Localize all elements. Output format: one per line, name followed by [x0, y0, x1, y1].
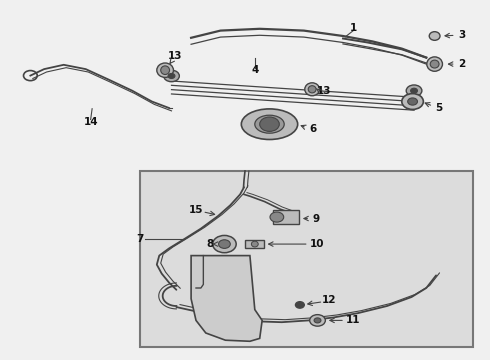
- Ellipse shape: [429, 32, 440, 40]
- Text: 6: 6: [309, 123, 316, 134]
- Text: 12: 12: [322, 294, 337, 305]
- Bar: [245, 240, 264, 248]
- Ellipse shape: [242, 109, 298, 140]
- Ellipse shape: [305, 83, 319, 96]
- Ellipse shape: [251, 241, 258, 247]
- Text: 2: 2: [458, 59, 465, 69]
- Circle shape: [295, 302, 304, 308]
- Text: 9: 9: [313, 213, 319, 224]
- Ellipse shape: [430, 60, 439, 68]
- Circle shape: [270, 212, 284, 222]
- Circle shape: [408, 98, 417, 105]
- Circle shape: [314, 318, 321, 323]
- Ellipse shape: [427, 57, 442, 71]
- Text: 4: 4: [251, 65, 259, 75]
- Ellipse shape: [161, 66, 170, 75]
- Circle shape: [402, 94, 423, 109]
- Circle shape: [406, 85, 422, 96]
- Text: 1: 1: [350, 23, 357, 33]
- Bar: [140, 171, 473, 347]
- Ellipse shape: [255, 115, 284, 133]
- Circle shape: [213, 235, 236, 253]
- Circle shape: [164, 70, 179, 82]
- Circle shape: [260, 117, 279, 131]
- Text: 14: 14: [83, 117, 98, 127]
- Circle shape: [168, 73, 175, 78]
- Circle shape: [411, 88, 417, 93]
- Text: 3: 3: [458, 30, 465, 40]
- Circle shape: [310, 315, 325, 326]
- Text: 5: 5: [436, 103, 442, 113]
- Polygon shape: [191, 256, 262, 341]
- Text: 7: 7: [136, 234, 144, 244]
- Bar: [273, 210, 299, 224]
- Text: 11: 11: [345, 315, 360, 325]
- Text: 13: 13: [168, 51, 182, 61]
- Text: 13: 13: [317, 86, 332, 96]
- Text: 10: 10: [310, 239, 325, 249]
- Ellipse shape: [308, 86, 316, 93]
- Text: 8: 8: [206, 239, 213, 249]
- Ellipse shape: [157, 63, 173, 77]
- Text: 15: 15: [189, 204, 203, 215]
- Circle shape: [219, 240, 230, 248]
